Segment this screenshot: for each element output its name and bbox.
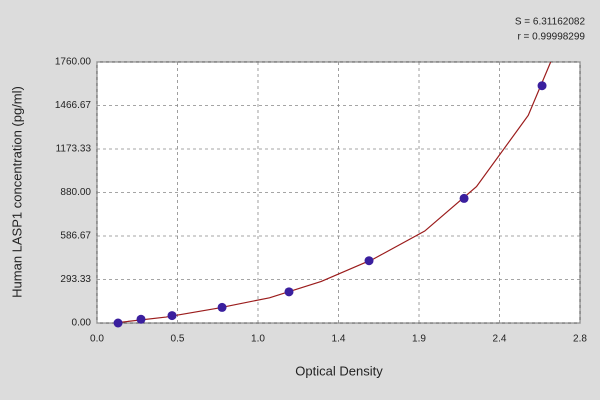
y-tick-label: 880.00: [60, 187, 91, 198]
annotation: S = 6.31162082: [515, 17, 586, 28]
x-tick-label: 2.8: [573, 334, 587, 345]
data-point: [364, 256, 374, 266]
x-tick-label: 1.0: [251, 334, 265, 345]
data-point: [167, 311, 177, 321]
x-tick-label: 0.5: [171, 334, 185, 345]
y-axis-title: Human LASP1 concentration (pg/ml): [9, 86, 24, 298]
y-tick-label: 293.33: [60, 274, 91, 285]
data-point: [136, 314, 146, 324]
y-tick-label: 1466.67: [55, 100, 92, 111]
x-tick-label: 1.9: [412, 334, 426, 345]
data-point: [113, 318, 123, 328]
data-point: [459, 193, 469, 203]
y-tick-label: 586.67: [60, 231, 91, 242]
data-point: [284, 287, 294, 297]
x-tick-label: 0.0: [90, 334, 104, 345]
fit-curve: [114, 62, 552, 323]
y-tick-label: 0.00: [72, 318, 92, 329]
data-point: [217, 302, 227, 312]
x-tick-label: 1.4: [332, 334, 346, 345]
y-tick-label: 1173.33: [56, 144, 92, 155]
annotation: r = 0.99998299: [517, 32, 585, 43]
x-axis-title: Optical Density: [295, 363, 383, 378]
y-tick-label: 1760.00: [55, 57, 92, 68]
data-point: [537, 81, 547, 91]
x-tick-label: 2.4: [493, 334, 507, 345]
